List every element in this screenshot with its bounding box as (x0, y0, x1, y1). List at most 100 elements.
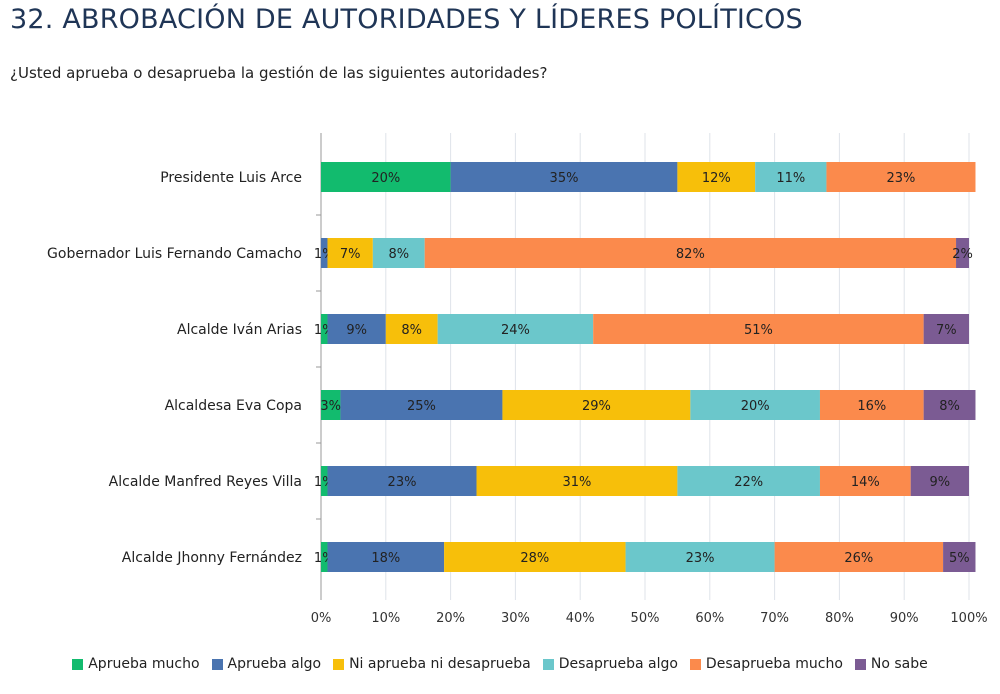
data-label: 24% (501, 323, 530, 338)
bar-segment (774, 542, 944, 572)
data-label: 16% (857, 399, 886, 414)
legend-label: Desaprueba mucho (705, 656, 843, 672)
bar-segment (321, 314, 328, 344)
legend-item: Aprueba mucho (72, 656, 200, 672)
x-tick-label: 70% (760, 611, 789, 626)
bar-segment (321, 542, 328, 572)
legend-item: Ni aprueba ni desaprueba (333, 656, 531, 672)
data-label: 26% (844, 551, 873, 566)
x-tick-label: 100% (950, 611, 987, 626)
chart-subtitle: ¿Usted aprueba o desaprueba la gestión d… (10, 64, 548, 82)
data-label: 18% (371, 551, 400, 566)
legend: Aprueba mucho Aprueba algo Ni aprueba ni d… (0, 656, 1000, 672)
legend-swatch (72, 658, 84, 670)
data-label: 7% (936, 323, 957, 338)
legend-item: Desaprueba mucho (689, 656, 843, 672)
data-label: 29% (582, 399, 611, 414)
data-label: 31% (563, 475, 592, 490)
bar-segment (502, 390, 691, 420)
bar-segment (923, 390, 976, 420)
data-label: 82% (676, 247, 705, 262)
data-label: 28% (520, 551, 549, 566)
x-tick-label: 90% (890, 611, 919, 626)
data-label: 7% (340, 247, 361, 262)
category-label: Alcalde Manfred Reyes Villa (109, 474, 302, 490)
legend-swatch (542, 658, 554, 670)
x-tick-label: 80% (825, 611, 854, 626)
legend-label: No sabe (870, 656, 928, 672)
category-label: Alcaldesa Eva Copa (165, 398, 302, 414)
x-tick-label: 30% (501, 611, 530, 626)
legend-label: Aprueba algo (227, 656, 322, 672)
legend-item: Desaprueba algo (542, 656, 678, 672)
bar-segment (943, 542, 976, 572)
legend-swatch (333, 658, 345, 670)
bar-segment (923, 314, 969, 344)
legend-swatch (211, 658, 223, 670)
bar-segment (677, 466, 820, 496)
category-label: Alcalde Iván Arias (177, 322, 302, 338)
bar-segment (327, 466, 477, 496)
chart-title: 32. ABROBACIÓN DE AUTORIDADES Y LÍDERES … (10, 4, 803, 35)
bar-segment (819, 466, 911, 496)
bar-segment (625, 542, 775, 572)
bar-segment (321, 466, 328, 496)
data-label: 8% (939, 399, 960, 414)
data-label: 20% (371, 171, 400, 186)
data-label: 3% (320, 399, 341, 414)
bar-segment (819, 390, 924, 420)
category-label: Presidente Luis Arce (160, 170, 302, 186)
x-tick-label: 50% (631, 611, 660, 626)
x-tick-label: 60% (695, 611, 724, 626)
data-label: 9% (930, 475, 951, 490)
legend-label: Ni aprueba ni desaprueba (349, 656, 531, 672)
data-label: 25% (407, 399, 436, 414)
data-label: 51% (744, 323, 773, 338)
bar-segment (450, 162, 678, 192)
category-label: Gobernador Luis Fernando Camacho (47, 246, 302, 262)
stacked-bar-chart: 0% 10% 20% 30% 40% 50% 60% 70% 80% 90% 100% Preside… (47, 133, 988, 626)
x-tick-label: 40% (566, 611, 595, 626)
category-label: Alcalde Jhonny Fernández (122, 550, 302, 566)
bar-segment (321, 238, 328, 268)
legend-item: Aprueba algo (211, 656, 322, 672)
legend-label: Desaprueba algo (558, 656, 678, 672)
x-tick-label: 20% (436, 611, 465, 626)
data-label: 8% (401, 323, 422, 338)
bar-segment (593, 314, 924, 344)
data-label: 8% (388, 247, 409, 262)
bar-segment (826, 162, 976, 192)
data-label: 9% (346, 323, 367, 338)
x-tick-label: 0% (311, 611, 332, 626)
legend-swatch (689, 658, 701, 670)
bar-segment (321, 162, 451, 192)
data-label: 11% (776, 171, 805, 186)
bar-segment (424, 238, 957, 268)
bar-segment (327, 314, 386, 344)
bar-segment (385, 314, 438, 344)
bar-segment (956, 238, 969, 268)
bar-segment (321, 390, 341, 420)
bar-segment (327, 542, 445, 572)
bar-segment (372, 238, 425, 268)
data-label: 2% (952, 247, 973, 262)
legend-item: No sabe (854, 656, 928, 672)
bar-segment (755, 162, 827, 192)
x-tick-label: 10% (371, 611, 400, 626)
data-label: 35% (550, 171, 579, 186)
bar-segment (444, 542, 626, 572)
bar-segment (910, 466, 969, 496)
bar-segment (437, 314, 594, 344)
legend-swatch (854, 658, 866, 670)
data-label: 23% (388, 475, 417, 490)
data-label: 12% (702, 171, 731, 186)
data-label: 23% (686, 551, 715, 566)
bar-segment (690, 390, 820, 420)
data-label: 20% (741, 399, 770, 414)
bar-segment (340, 390, 503, 420)
data-label: 23% (887, 171, 916, 186)
data-label: 14% (851, 475, 880, 490)
bar-segment (327, 238, 373, 268)
bar-segment (476, 466, 678, 496)
data-label: 22% (734, 475, 763, 490)
